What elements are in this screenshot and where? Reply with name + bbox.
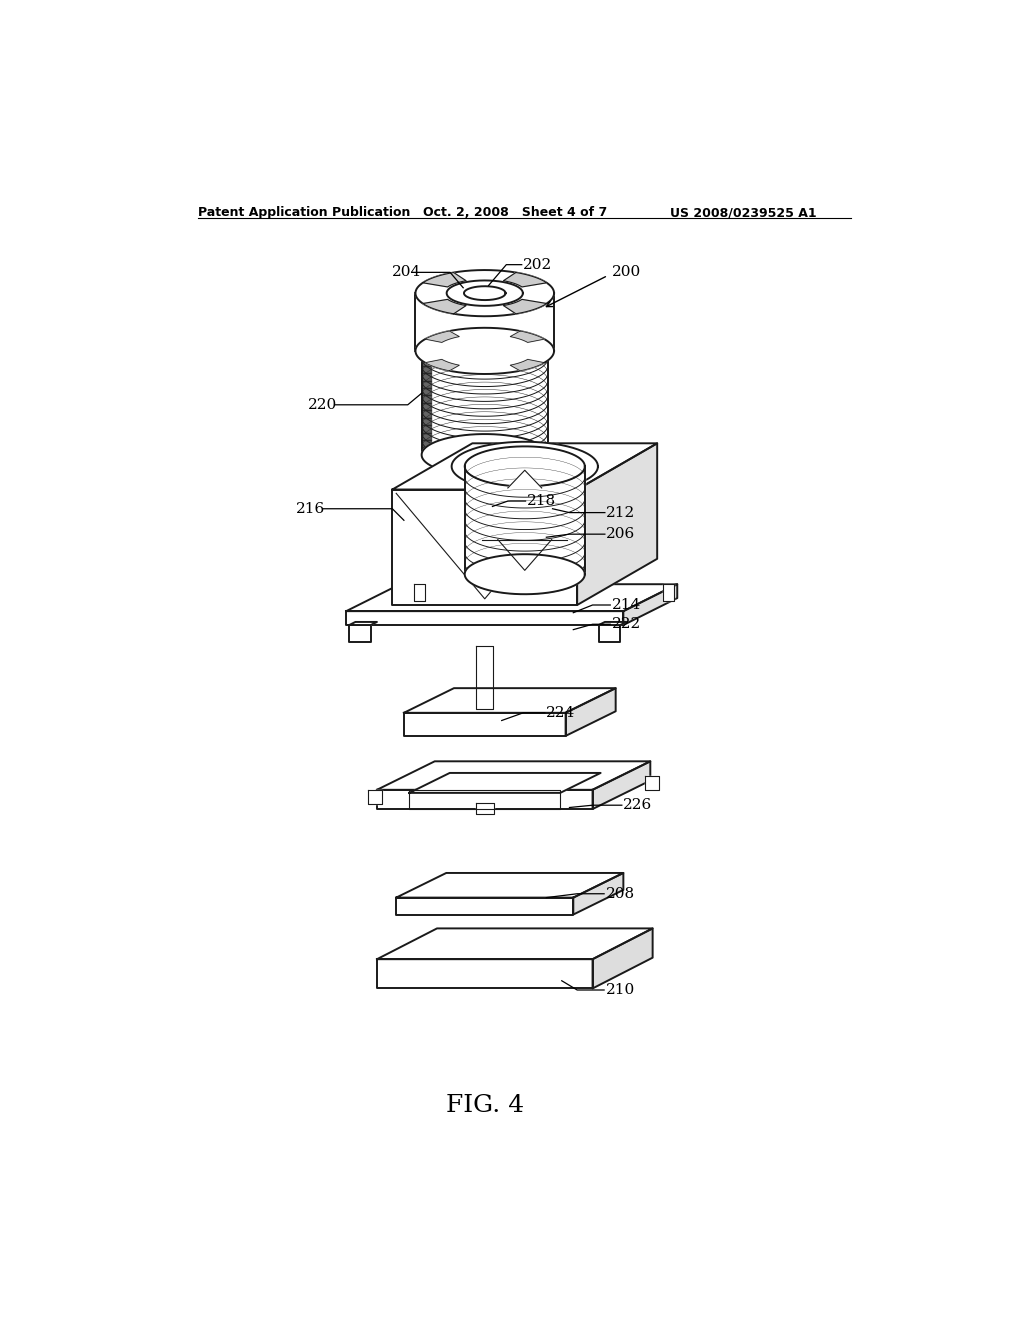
Polygon shape <box>422 351 431 358</box>
Text: 208: 208 <box>605 887 635 900</box>
Polygon shape <box>392 444 657 490</box>
Polygon shape <box>422 358 431 366</box>
Polygon shape <box>476 645 494 709</box>
Polygon shape <box>510 359 545 371</box>
Polygon shape <box>422 425 431 433</box>
Polygon shape <box>423 300 466 314</box>
Polygon shape <box>422 433 431 440</box>
Polygon shape <box>508 470 542 488</box>
Polygon shape <box>422 434 548 475</box>
Text: 200: 200 <box>611 265 641 280</box>
Polygon shape <box>377 789 593 809</box>
Polygon shape <box>465 446 585 486</box>
Polygon shape <box>422 380 431 388</box>
Polygon shape <box>422 351 548 455</box>
Polygon shape <box>349 626 371 642</box>
Polygon shape <box>346 585 677 611</box>
Polygon shape <box>645 776 658 789</box>
Polygon shape <box>369 789 382 804</box>
Polygon shape <box>422 396 431 403</box>
Polygon shape <box>416 271 554 317</box>
Polygon shape <box>425 331 460 342</box>
Polygon shape <box>465 466 585 574</box>
Polygon shape <box>452 442 598 491</box>
Polygon shape <box>403 713 565 737</box>
Text: 226: 226 <box>624 799 652 812</box>
Polygon shape <box>422 447 431 455</box>
Polygon shape <box>423 272 466 286</box>
Text: FIG. 4: FIG. 4 <box>445 1094 524 1117</box>
Polygon shape <box>599 626 621 642</box>
Polygon shape <box>599 622 627 626</box>
Polygon shape <box>422 374 431 380</box>
Text: 216: 216 <box>296 502 326 516</box>
Text: 212: 212 <box>606 506 636 520</box>
Text: 214: 214 <box>611 598 641 612</box>
Text: Oct. 2, 2008   Sheet 4 of 7: Oct. 2, 2008 Sheet 4 of 7 <box>423 206 607 219</box>
Polygon shape <box>593 928 652 989</box>
Polygon shape <box>593 762 650 809</box>
Text: 204: 204 <box>392 265 422 280</box>
Polygon shape <box>377 762 650 789</box>
Polygon shape <box>422 417 431 425</box>
Text: 202: 202 <box>523 257 553 272</box>
Polygon shape <box>349 622 377 626</box>
Polygon shape <box>475 803 494 813</box>
Polygon shape <box>377 928 652 960</box>
Polygon shape <box>377 960 593 989</box>
Polygon shape <box>578 444 657 605</box>
Polygon shape <box>422 440 431 447</box>
Text: 222: 222 <box>611 618 641 631</box>
Polygon shape <box>396 873 624 898</box>
Polygon shape <box>414 585 425 601</box>
Polygon shape <box>416 327 554 374</box>
Polygon shape <box>422 388 431 396</box>
Polygon shape <box>425 359 460 371</box>
Polygon shape <box>346 611 624 626</box>
Polygon shape <box>465 554 585 594</box>
Text: 218: 218 <box>527 494 556 508</box>
Polygon shape <box>573 873 624 915</box>
Polygon shape <box>565 688 615 737</box>
Polygon shape <box>410 774 601 793</box>
Polygon shape <box>464 286 506 300</box>
Polygon shape <box>422 366 431 374</box>
Text: 210: 210 <box>605 983 635 997</box>
Polygon shape <box>504 300 547 314</box>
Polygon shape <box>422 403 431 411</box>
Polygon shape <box>504 272 547 286</box>
Polygon shape <box>624 585 677 626</box>
Text: 206: 206 <box>606 527 636 541</box>
Text: 224: 224 <box>547 706 575 719</box>
Text: Patent Application Publication: Patent Application Publication <box>199 206 411 219</box>
Text: US 2008/0239525 A1: US 2008/0239525 A1 <box>670 206 816 219</box>
Polygon shape <box>403 688 615 713</box>
Polygon shape <box>396 898 573 915</box>
Polygon shape <box>446 280 523 306</box>
Polygon shape <box>392 490 578 605</box>
Polygon shape <box>664 585 674 601</box>
Polygon shape <box>510 331 545 342</box>
Text: 220: 220 <box>307 397 337 412</box>
Polygon shape <box>422 411 431 417</box>
